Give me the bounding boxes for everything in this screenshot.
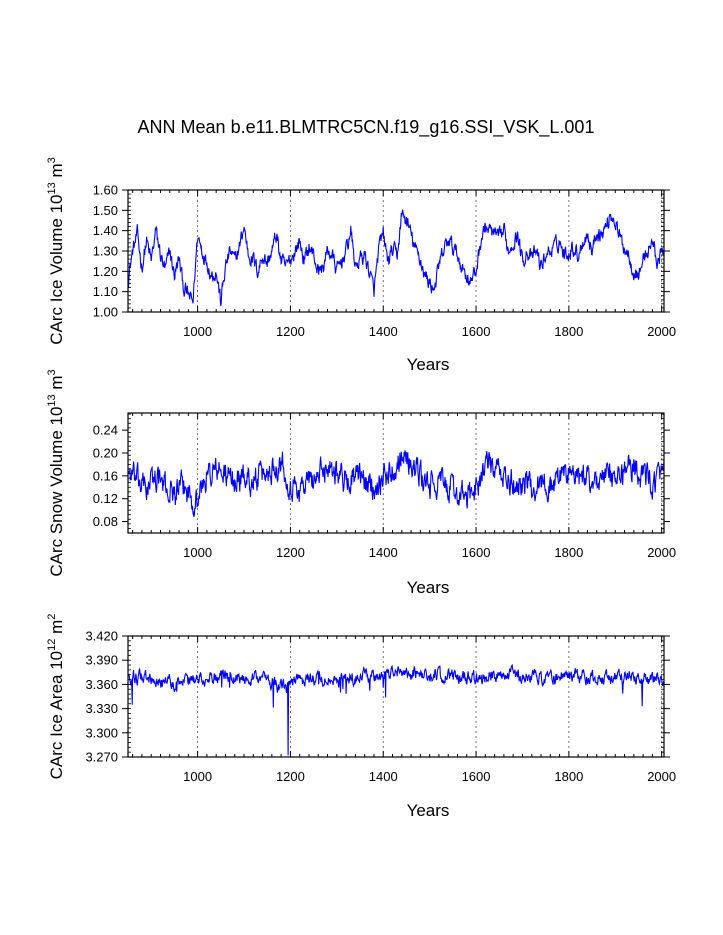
y-tick-label: 3.390 [85, 653, 118, 668]
y-tick-label: 0.16 [93, 468, 118, 483]
y-tick-label: 3.330 [85, 701, 118, 716]
plot-frame [127, 635, 665, 758]
data-series-line [127, 209, 665, 307]
y-tick-label: 0.08 [93, 514, 118, 529]
y-tick-label: 1.60 [93, 183, 118, 198]
x-tick-label: 1600 [462, 545, 491, 560]
x-tick-label: 1200 [276, 545, 305, 560]
y-tick-label: 0.12 [93, 491, 118, 506]
plot-frame [127, 412, 665, 534]
y-axis-label: CArc Ice Volume 1013 m3 [46, 157, 66, 345]
y-tick-label: 3.360 [85, 677, 118, 692]
x-tick-label: 2000 [647, 545, 676, 560]
y-tick-label: 1.00 [93, 305, 118, 320]
x-tick-label: 1800 [554, 545, 583, 560]
ice-area-panel: 1000 1200 1400 1600 1800 2000 3.420 3.390 3.360 3… [46, 614, 676, 820]
y-tick-label: 1.50 [93, 203, 118, 218]
y-tick-label: 3.270 [85, 750, 118, 765]
figure-title: ANN Mean b.e11.BLMTRC5CN.f19_g16.SSI_VSK… [138, 117, 595, 138]
y-tick-label: 1.40 [93, 223, 118, 238]
data-series-line [127, 663, 665, 756]
x-axis-label: Years [407, 355, 450, 374]
x-tick-label: 1000 [183, 545, 212, 560]
x-axis-label: Years [407, 801, 450, 820]
y-axis-label: CArc Ice Area 1012 m2 [46, 614, 66, 780]
x-tick-label: 1000 [183, 324, 212, 339]
x-axis-label: Years [407, 578, 450, 597]
y-tick-label: 0.20 [93, 446, 118, 461]
y-tick-label: 0.24 [93, 423, 118, 438]
ice-volume-panel: 1000 1200 1400 1600 1800 2000 1.00 1.10 1.20 1.30… [46, 157, 676, 374]
x-tick-label: 1600 [462, 769, 491, 784]
snow-volume-panel: 1000 1200 1400 1600 1800 2000 0.08 0.12 0.16 0.20… [46, 369, 676, 597]
x-tick-label: 2000 [647, 324, 676, 339]
x-tick-label: 1600 [462, 324, 491, 339]
y-axis-label: CArc Snow Volume 1013 m3 [46, 369, 66, 576]
x-tick-label: 1400 [369, 324, 398, 339]
x-tick-label: 1200 [276, 324, 305, 339]
x-tick-label: 1200 [276, 769, 305, 784]
y-tick-label: 3.300 [85, 725, 118, 740]
x-tick-label: 2000 [647, 769, 676, 784]
y-tick-label: 1.20 [93, 264, 118, 279]
y-tick-label: 3.420 [85, 629, 118, 644]
x-tick-label: 1800 [554, 769, 583, 784]
x-tick-label: 1400 [369, 545, 398, 560]
y-tick-label: 1.10 [93, 284, 118, 299]
x-tick-label: 1000 [183, 769, 212, 784]
data-series-line [127, 450, 665, 517]
y-tick-label: 1.30 [93, 244, 118, 259]
x-tick-label: 1400 [369, 769, 398, 784]
x-tick-label: 1800 [554, 324, 583, 339]
